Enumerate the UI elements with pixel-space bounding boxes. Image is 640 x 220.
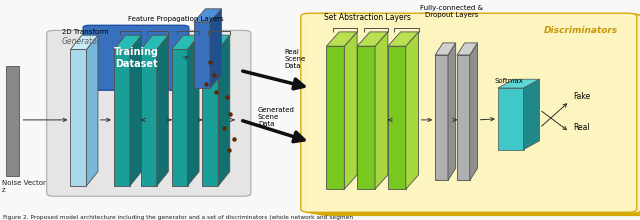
Polygon shape xyxy=(357,46,375,189)
Polygon shape xyxy=(86,35,98,186)
Polygon shape xyxy=(448,43,456,180)
Polygon shape xyxy=(344,32,357,189)
Polygon shape xyxy=(357,32,388,46)
Text: 2D Transform: 2D Transform xyxy=(62,29,108,35)
Text: Real: Real xyxy=(573,123,589,132)
Polygon shape xyxy=(457,55,470,180)
Text: Generator: Generator xyxy=(62,37,101,46)
Polygon shape xyxy=(172,50,188,186)
Polygon shape xyxy=(435,43,456,55)
Polygon shape xyxy=(157,35,168,186)
Text: Feature Propagation Layers: Feature Propagation Layers xyxy=(128,16,224,22)
Polygon shape xyxy=(406,32,419,189)
FancyBboxPatch shape xyxy=(314,15,640,215)
Text: Generated
Scene
Data: Generated Scene Data xyxy=(258,107,295,126)
Polygon shape xyxy=(524,79,540,150)
Polygon shape xyxy=(141,50,157,186)
Polygon shape xyxy=(498,88,524,150)
Polygon shape xyxy=(141,35,168,50)
Polygon shape xyxy=(188,35,199,186)
Text: Discriminators: Discriminators xyxy=(544,26,618,35)
Text: Fake: Fake xyxy=(573,92,590,101)
Polygon shape xyxy=(326,32,357,46)
Polygon shape xyxy=(388,32,419,46)
FancyBboxPatch shape xyxy=(47,30,251,196)
FancyBboxPatch shape xyxy=(319,16,640,215)
Polygon shape xyxy=(218,35,230,186)
Polygon shape xyxy=(435,55,448,180)
FancyBboxPatch shape xyxy=(305,14,640,213)
Text: Real
Scene
Data: Real Scene Data xyxy=(285,50,306,69)
Polygon shape xyxy=(70,35,98,50)
Polygon shape xyxy=(202,50,218,186)
Text: Noise Vector
z: Noise Vector z xyxy=(2,180,46,193)
Polygon shape xyxy=(388,46,406,189)
Polygon shape xyxy=(202,35,230,50)
Bar xyxy=(6,66,19,176)
Text: Softmax: Softmax xyxy=(494,78,524,84)
FancyBboxPatch shape xyxy=(83,25,189,90)
Polygon shape xyxy=(172,35,199,50)
Polygon shape xyxy=(498,79,540,88)
Polygon shape xyxy=(130,35,141,186)
Text: Fully-connected &
Dropout Layers: Fully-connected & Dropout Layers xyxy=(420,5,483,18)
Polygon shape xyxy=(70,50,86,186)
Text: Set Abstraction Layers: Set Abstraction Layers xyxy=(324,13,411,22)
Polygon shape xyxy=(326,46,344,189)
Polygon shape xyxy=(194,22,210,88)
Polygon shape xyxy=(114,50,130,186)
Polygon shape xyxy=(375,32,388,189)
Text: Training
Dataset: Training Dataset xyxy=(113,47,159,69)
FancyBboxPatch shape xyxy=(310,15,640,214)
Polygon shape xyxy=(470,43,477,180)
Polygon shape xyxy=(114,35,141,50)
FancyBboxPatch shape xyxy=(301,13,637,212)
Polygon shape xyxy=(457,43,477,55)
Polygon shape xyxy=(194,9,221,22)
Text: Figure 2. Proposed model architecture including the generator and a set of discr: Figure 2. Proposed model architecture in… xyxy=(3,215,353,220)
Polygon shape xyxy=(210,9,221,88)
